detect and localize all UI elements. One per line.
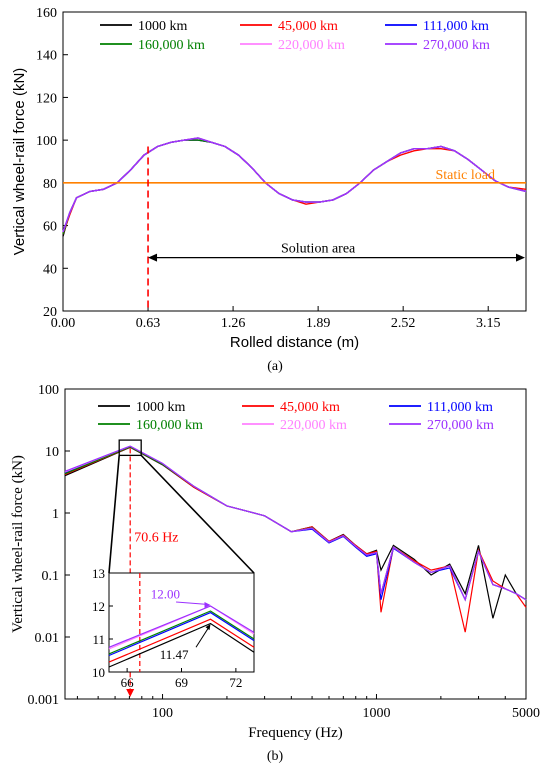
peak-marker-label: 70.6 Hz xyxy=(134,530,178,545)
y-tick-label: 100 xyxy=(38,383,59,398)
legend-label: 220,000 km xyxy=(280,418,347,433)
inset-frame xyxy=(108,572,255,673)
legend-label: 270,000 km xyxy=(427,418,494,433)
x-tick-label: 0.63 xyxy=(136,316,161,331)
static-load-label: Static load xyxy=(436,168,496,183)
solution-area-arrowhead-right xyxy=(516,253,525,262)
y-tick-label: 100 xyxy=(36,134,57,149)
x-tick-label: 100 xyxy=(152,706,173,721)
x-tick-label: 2.52 xyxy=(391,316,416,331)
inset-series-line xyxy=(108,618,255,663)
x-tick-label: 5000 xyxy=(512,706,540,721)
series-line xyxy=(62,137,527,233)
solution-area-arrowhead-left xyxy=(148,253,158,262)
y-tick-label: 140 xyxy=(36,49,57,64)
panel-b-chart: 0.001 0.01 0.1 1 10 100 100 1000 5000 Frequency (… xyxy=(10,383,540,741)
legend-label: 1000 km xyxy=(136,400,186,415)
panel-b-label: (b) xyxy=(267,749,284,764)
series-line xyxy=(62,139,527,233)
series-line xyxy=(62,139,527,235)
zoom-connector xyxy=(108,455,120,574)
legend-label: 160,000 km xyxy=(136,418,203,433)
x-axis-label: Frequency (Hz) xyxy=(248,725,343,741)
x-axis-label: Rolled distance (m) xyxy=(230,334,359,351)
y-tick-label: 20 xyxy=(43,305,57,320)
inset-y-tick-label: 10 xyxy=(92,665,105,680)
y-tick-label: 60 xyxy=(43,220,57,235)
inset-series-line xyxy=(108,622,255,668)
legend-label: 160,000 km xyxy=(138,38,205,53)
inset-annotation-high-arrowhead xyxy=(204,602,211,609)
y-tick-label: 0.001 xyxy=(28,693,60,708)
x-tick-label: 3.15 xyxy=(476,316,501,331)
legend-label: 270,000 km xyxy=(423,38,490,53)
y-tick-label: 80 xyxy=(43,177,57,192)
legend-label: 1000 km xyxy=(138,19,188,34)
y-tick-label: 10 xyxy=(45,445,59,460)
x-tick-label: 0.00 xyxy=(51,316,76,331)
inset-x-tick-label: 66 xyxy=(121,675,135,690)
x-tick-label: 1.89 xyxy=(306,316,331,331)
y-tick-label: 1 xyxy=(52,507,59,522)
inset-x-tick-label: 72 xyxy=(229,675,242,690)
inset-annotation-low: 11.47 xyxy=(160,647,189,662)
inset-series-line xyxy=(108,610,255,655)
y-axis-label: Vertical wheel-rail force (kN) xyxy=(11,68,28,256)
legend-label: 45,000 km xyxy=(278,19,338,34)
inset-annotation-low-arrow xyxy=(195,627,210,648)
y-tick-label: 160 xyxy=(36,6,57,21)
series-line xyxy=(62,139,527,235)
inset-y-tick-label: 12 xyxy=(92,599,105,614)
x-tick-label: 1000 xyxy=(362,706,390,721)
peak-marker-arrowhead xyxy=(126,689,135,697)
solution-area-label: Solution area xyxy=(281,242,356,257)
zoom-connector xyxy=(140,454,255,574)
y-tick-label: 0.01 xyxy=(35,631,60,646)
inset-annotation-high-arrow xyxy=(176,601,207,605)
inset-x-tick-label: 69 xyxy=(175,675,188,690)
y-axis-label: Vertical wheel-rail force (kN) xyxy=(10,455,26,633)
inset-annotation-high: 12.00 xyxy=(151,587,180,602)
panel-a-label: (a) xyxy=(267,359,283,374)
zoom-box xyxy=(118,439,142,457)
inset-series-line xyxy=(108,605,255,648)
inset-y-tick-label: 11 xyxy=(92,632,105,647)
legend-label: 111,000 km xyxy=(423,19,489,34)
plot-frame xyxy=(62,11,527,312)
panel-a-chart: 20 40 60 80 100 120 140 160 0.00 0.63 1.26 1.89 2.52… xyxy=(11,6,527,351)
inset-y-tick-label: 13 xyxy=(92,566,105,581)
series-line xyxy=(64,445,527,602)
legend-label: 220,000 km xyxy=(278,38,345,53)
legend-label: 111,000 km xyxy=(427,400,493,415)
y-tick-label: 120 xyxy=(36,91,57,106)
inset-annotation-low-arrowhead xyxy=(205,624,211,631)
plot-frame xyxy=(64,388,527,700)
y-tick-label: 0.1 xyxy=(42,569,60,584)
legend-label: 45,000 km xyxy=(280,400,340,415)
x-tick-label: 1.26 xyxy=(221,316,246,331)
inset-series-line xyxy=(108,611,255,657)
y-tick-label: 40 xyxy=(43,262,57,277)
